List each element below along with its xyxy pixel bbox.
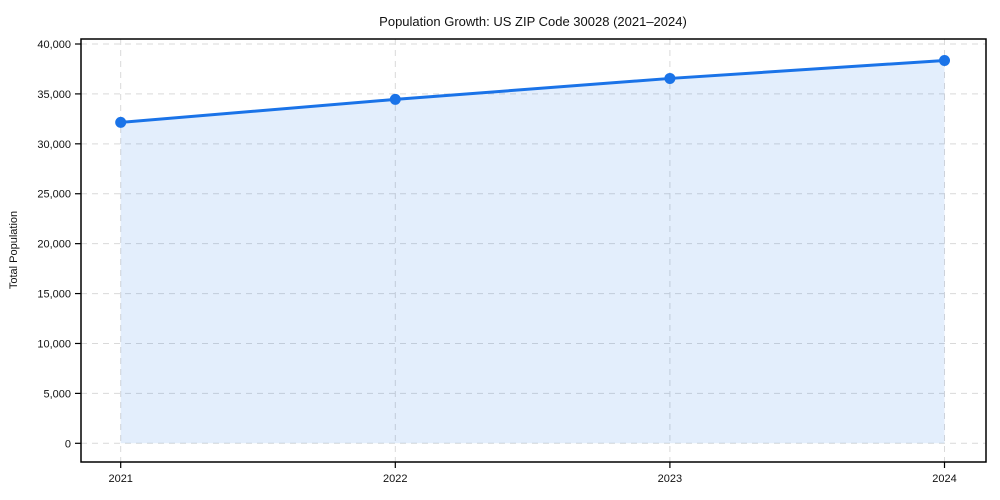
y-tick-label: 15,000	[37, 289, 71, 301]
tick-layer: 0 5,000 10,000 15,000 20,000 25,000 30,000 35,0…	[37, 39, 956, 485]
x-tick-label: 2021	[108, 473, 132, 485]
y-tick-label: 0	[65, 438, 71, 450]
y-tick-label: 25,000	[37, 189, 71, 201]
data-point-marker	[664, 72, 676, 84]
x-tick-label: 2022	[383, 473, 407, 485]
series-area-fill	[120, 60, 945, 444]
data-point-marker	[389, 93, 401, 105]
y-axis-label: Total Population	[8, 211, 20, 289]
data-point-marker	[115, 116, 127, 128]
y-tick-label: 5,000	[43, 388, 71, 400]
y-tick-label: 30,000	[37, 139, 71, 151]
y-tick-label: 20,000	[37, 239, 71, 251]
y-tick-label: 35,000	[37, 89, 71, 101]
plot-frame	[80, 38, 987, 463]
x-tick-label: 2023	[658, 473, 682, 485]
x-tick-label: 2024	[932, 473, 956, 485]
data-layer	[115, 54, 950, 444]
chart-title: Population Growth: US ZIP Code 30028 (20…	[379, 14, 687, 29]
grid-layer	[81, 39, 986, 462]
y-tick-label: 40,000	[37, 39, 71, 51]
series-line	[119, 58, 946, 124]
data-point-marker	[939, 54, 950, 66]
y-tick-label: 10,000	[37, 338, 71, 350]
